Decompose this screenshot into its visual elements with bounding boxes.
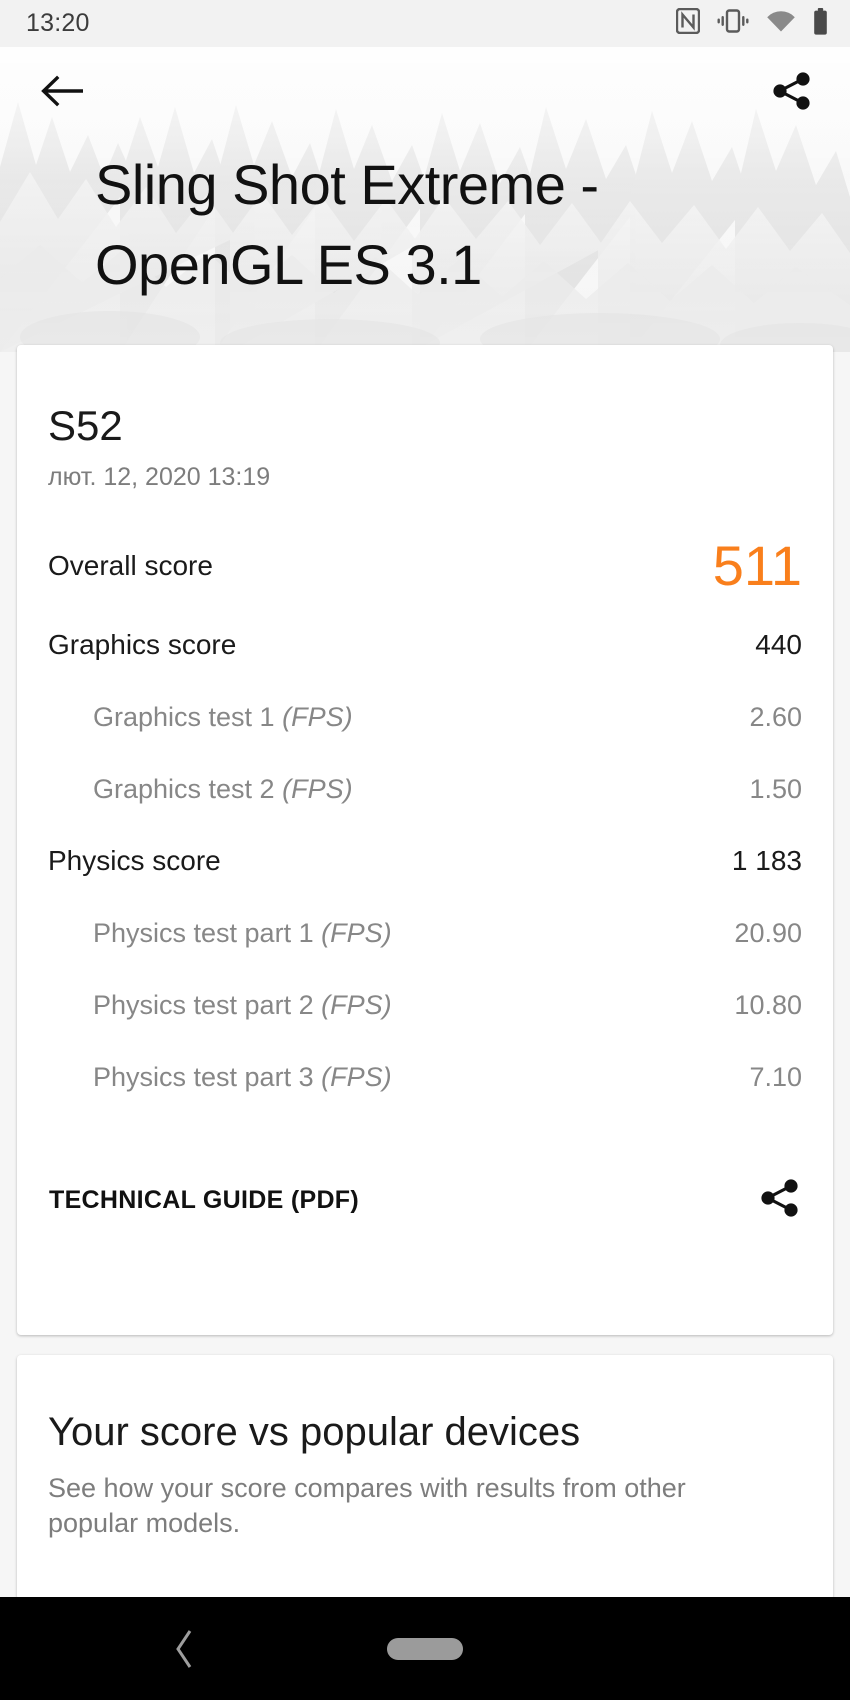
- fps-unit: (FPS): [321, 917, 392, 948]
- share-icon[interactable]: [759, 1177, 801, 1224]
- technical-guide-label: TECHNICAL GUIDE (PDF): [49, 1185, 359, 1214]
- system-navigation-bar: [0, 1597, 850, 1700]
- table-row-graphics-test-1: Graphics test 1 (FPS) 2.60: [17, 681, 833, 753]
- compare-card[interactable]: Your score vs popular devices See how yo…: [17, 1355, 833, 1600]
- table-row-graphics-test-2: Graphics test 2 (FPS) 1.50: [17, 753, 833, 825]
- share-icon[interactable]: [764, 63, 820, 119]
- physics-score-value: 1 183: [731, 845, 802, 876]
- battery-icon: [813, 7, 828, 40]
- physics-test-part-1-value: 20.90: [734, 917, 802, 948]
- nav-back-icon[interactable]: [155, 1619, 215, 1679]
- table-row-physics-score: Physics score 1 183: [17, 825, 833, 897]
- page-title: Sling Shot Extreme - OpenGL ES 3.1: [95, 153, 599, 296]
- status-time: 13:20: [26, 9, 90, 37]
- hero-banner: Sling Shot Extreme - OpenGL ES 3.1: [0, 47, 850, 352]
- physics-test-part-2-value: 10.80: [734, 989, 802, 1020]
- technical-guide-row[interactable]: TECHNICAL GUIDE (PDF): [17, 1157, 833, 1243]
- hero-toolbar: [0, 47, 850, 135]
- table-row-physics-test-part-2: Physics test part 2 (FPS) 10.80: [17, 969, 833, 1041]
- back-arrow-icon[interactable]: [34, 63, 90, 119]
- fps-unit: (FPS): [321, 1061, 392, 1092]
- status-icons: [675, 7, 828, 40]
- physics-test-part-2-label: Physics test part 2 (FPS): [93, 989, 392, 1020]
- table-row-physics-test-part-3: Physics test part 3 (FPS) 7.10: [17, 1041, 833, 1113]
- physics-test-part-3-label: Physics test part 3 (FPS): [93, 1061, 392, 1092]
- device-name: S52: [48, 402, 123, 449]
- status-bar: 13:20: [0, 0, 850, 47]
- table-row-overall-score: Overall score 511: [17, 523, 833, 609]
- fps-unit: (FPS): [321, 989, 392, 1020]
- fps-unit: (FPS): [282, 773, 353, 804]
- wifi-icon: [766, 10, 796, 38]
- table-row-graphics-score: Graphics score 440: [17, 609, 833, 681]
- graphics-test-1-value: 2.60: [749, 701, 802, 732]
- hero-overlay: [0, 47, 850, 352]
- result-timestamp: лют. 12, 2020 13:19: [48, 463, 271, 491]
- physics-score-label: Physics score: [48, 845, 221, 876]
- graphics-test-1-label: Graphics test 1 (FPS): [93, 701, 353, 732]
- overall-score-value: 511: [712, 534, 802, 597]
- graphics-test-2-label: Graphics test 2 (FPS): [93, 773, 353, 804]
- fps-unit: (FPS): [282, 701, 353, 732]
- nfc-icon: [675, 7, 701, 39]
- compare-card-description: See how your score compares with results…: [48, 1473, 686, 1538]
- score-row-list: Overall score 511 Graphics score 440 Gra…: [17, 523, 833, 1113]
- table-row-physics-test-part-1: Physics test part 1 (FPS) 20.90: [17, 897, 833, 969]
- compare-card-title: Your score vs popular devices: [48, 1410, 581, 1454]
- physics-test-part-3-value: 7.10: [749, 1061, 802, 1092]
- overall-score-label: Overall score: [48, 550, 213, 581]
- graphics-score-label: Graphics score: [48, 629, 237, 660]
- score-card: S52 лют. 12, 2020 13:19 Overall score 51…: [17, 345, 833, 1335]
- physics-test-part-1-label: Physics test part 1 (FPS): [93, 917, 392, 948]
- graphics-score-value: 440: [755, 629, 802, 660]
- graphics-test-2-value: 1.50: [749, 773, 802, 804]
- vibrate-icon: [717, 8, 749, 39]
- nav-home-pill[interactable]: [387, 1637, 463, 1660]
